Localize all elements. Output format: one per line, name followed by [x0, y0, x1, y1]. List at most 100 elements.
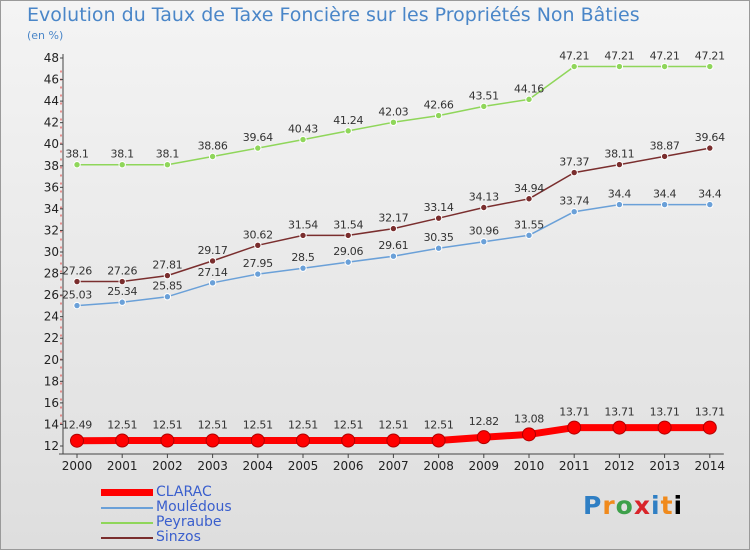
data-point	[118, 277, 126, 286]
data-label: 30.62	[243, 228, 273, 241]
data-label: 30.96	[469, 225, 499, 238]
y-tick-label: 24	[44, 310, 59, 324]
y-tick-label: 28	[44, 267, 59, 281]
logo-letter: o	[615, 491, 634, 520]
data-label: 27.26	[62, 265, 92, 278]
data-point	[706, 200, 714, 209]
data-label: 25.03	[62, 289, 92, 302]
data-label: 34.94	[514, 182, 544, 195]
logo-letter: P	[583, 491, 603, 520]
data-label: 12.51	[198, 419, 228, 432]
data-label: 12.51	[288, 419, 318, 432]
data-label: 30.35	[424, 231, 454, 244]
x-tick-label: 2001	[107, 459, 138, 473]
data-point	[706, 62, 714, 71]
data-point	[73, 277, 81, 286]
data-point	[567, 420, 582, 435]
data-point	[344, 231, 352, 240]
data-label: 32.17	[378, 212, 408, 225]
data-label: 27.14	[198, 266, 228, 279]
data-point	[480, 102, 488, 111]
legend-swatch	[101, 507, 153, 509]
x-tick-label: 2010	[514, 459, 545, 473]
data-label: 12.51	[333, 419, 363, 432]
data-label: 12.51	[152, 419, 182, 432]
data-point	[344, 258, 352, 266]
y-tick-label: 46	[44, 73, 59, 87]
data-label: 47.21	[559, 50, 589, 63]
y-tick-label: 32	[44, 223, 59, 237]
x-tick-label: 2009	[469, 459, 500, 473]
data-label: 34.4	[698, 188, 722, 201]
data-point	[480, 237, 488, 246]
data-point	[73, 161, 81, 169]
y-tick-label: 12	[44, 439, 59, 453]
y-tick-label: 44	[44, 94, 59, 108]
y-tick-label: 30	[44, 245, 59, 259]
data-label: 13.71	[695, 406, 725, 419]
logo-letter: t	[660, 491, 674, 520]
legend-label: Peyraube	[156, 514, 222, 530]
y-tick-label: 36	[44, 180, 59, 194]
y-tick-label: 16	[44, 396, 59, 410]
data-label: 42.66	[424, 99, 454, 112]
data-label: 38.11	[604, 148, 634, 161]
data-point	[434, 214, 443, 222]
data-point	[525, 195, 533, 203]
x-tick-label: 2006	[333, 459, 364, 473]
data-point	[480, 203, 488, 212]
data-point	[208, 279, 217, 287]
data-point	[208, 152, 217, 161]
x-tick-label: 2002	[152, 459, 183, 473]
data-point	[431, 433, 446, 448]
y-tick-label: 18	[44, 374, 59, 388]
data-label: 38.87	[650, 139, 680, 152]
data-point	[160, 433, 175, 448]
data-point	[254, 241, 262, 250]
data-point	[615, 200, 624, 209]
data-label: 40.43	[288, 123, 318, 136]
data-label: 38.1	[65, 148, 88, 161]
data-point	[522, 427, 536, 442]
y-tick-label: 40	[44, 137, 59, 151]
x-tick-label: 2000	[62, 459, 93, 473]
data-label: 27.26	[107, 265, 137, 278]
data-label: 38.1	[156, 148, 179, 161]
data-label: 12.82	[469, 415, 499, 428]
data-point	[615, 160, 624, 169]
data-point	[389, 224, 398, 233]
legend-label: Moulédous	[156, 499, 232, 515]
data-point	[702, 420, 717, 435]
data-label: 13.08	[514, 412, 544, 425]
data-point	[389, 118, 398, 127]
data-label: 25.85	[152, 280, 182, 293]
data-label: 47.21	[650, 50, 680, 63]
data-label: 38.1	[111, 148, 134, 161]
data-label: 47.21	[695, 50, 725, 63]
data-label: 12.49	[62, 419, 92, 432]
data-point	[615, 62, 624, 71]
data-label: 29.61	[378, 239, 408, 252]
data-label: 31.55	[514, 218, 544, 231]
data-point	[299, 135, 307, 144]
data-label: 31.54	[288, 218, 318, 231]
y-tick-label: 22	[44, 331, 59, 345]
data-label: 37.37	[559, 156, 589, 169]
data-point	[570, 207, 578, 216]
data-point	[205, 433, 220, 448]
data-point	[299, 231, 307, 240]
data-point	[296, 433, 310, 448]
data-point	[254, 270, 262, 278]
data-label: 42.03	[378, 105, 408, 118]
x-tick-label: 2012	[604, 459, 635, 473]
y-tick-label: 38	[44, 159, 59, 173]
data-point	[657, 420, 672, 435]
x-tick-label: 2013	[649, 459, 680, 473]
data-label: 12.51	[243, 419, 273, 432]
data-label: 41.24	[333, 114, 363, 127]
data-point	[250, 433, 265, 448]
x-tick-label: 2008	[423, 459, 454, 473]
logo-letter: r	[602, 491, 616, 520]
chart-title: Evolution du Taux de Taxe Foncière sur l…	[27, 4, 640, 26]
